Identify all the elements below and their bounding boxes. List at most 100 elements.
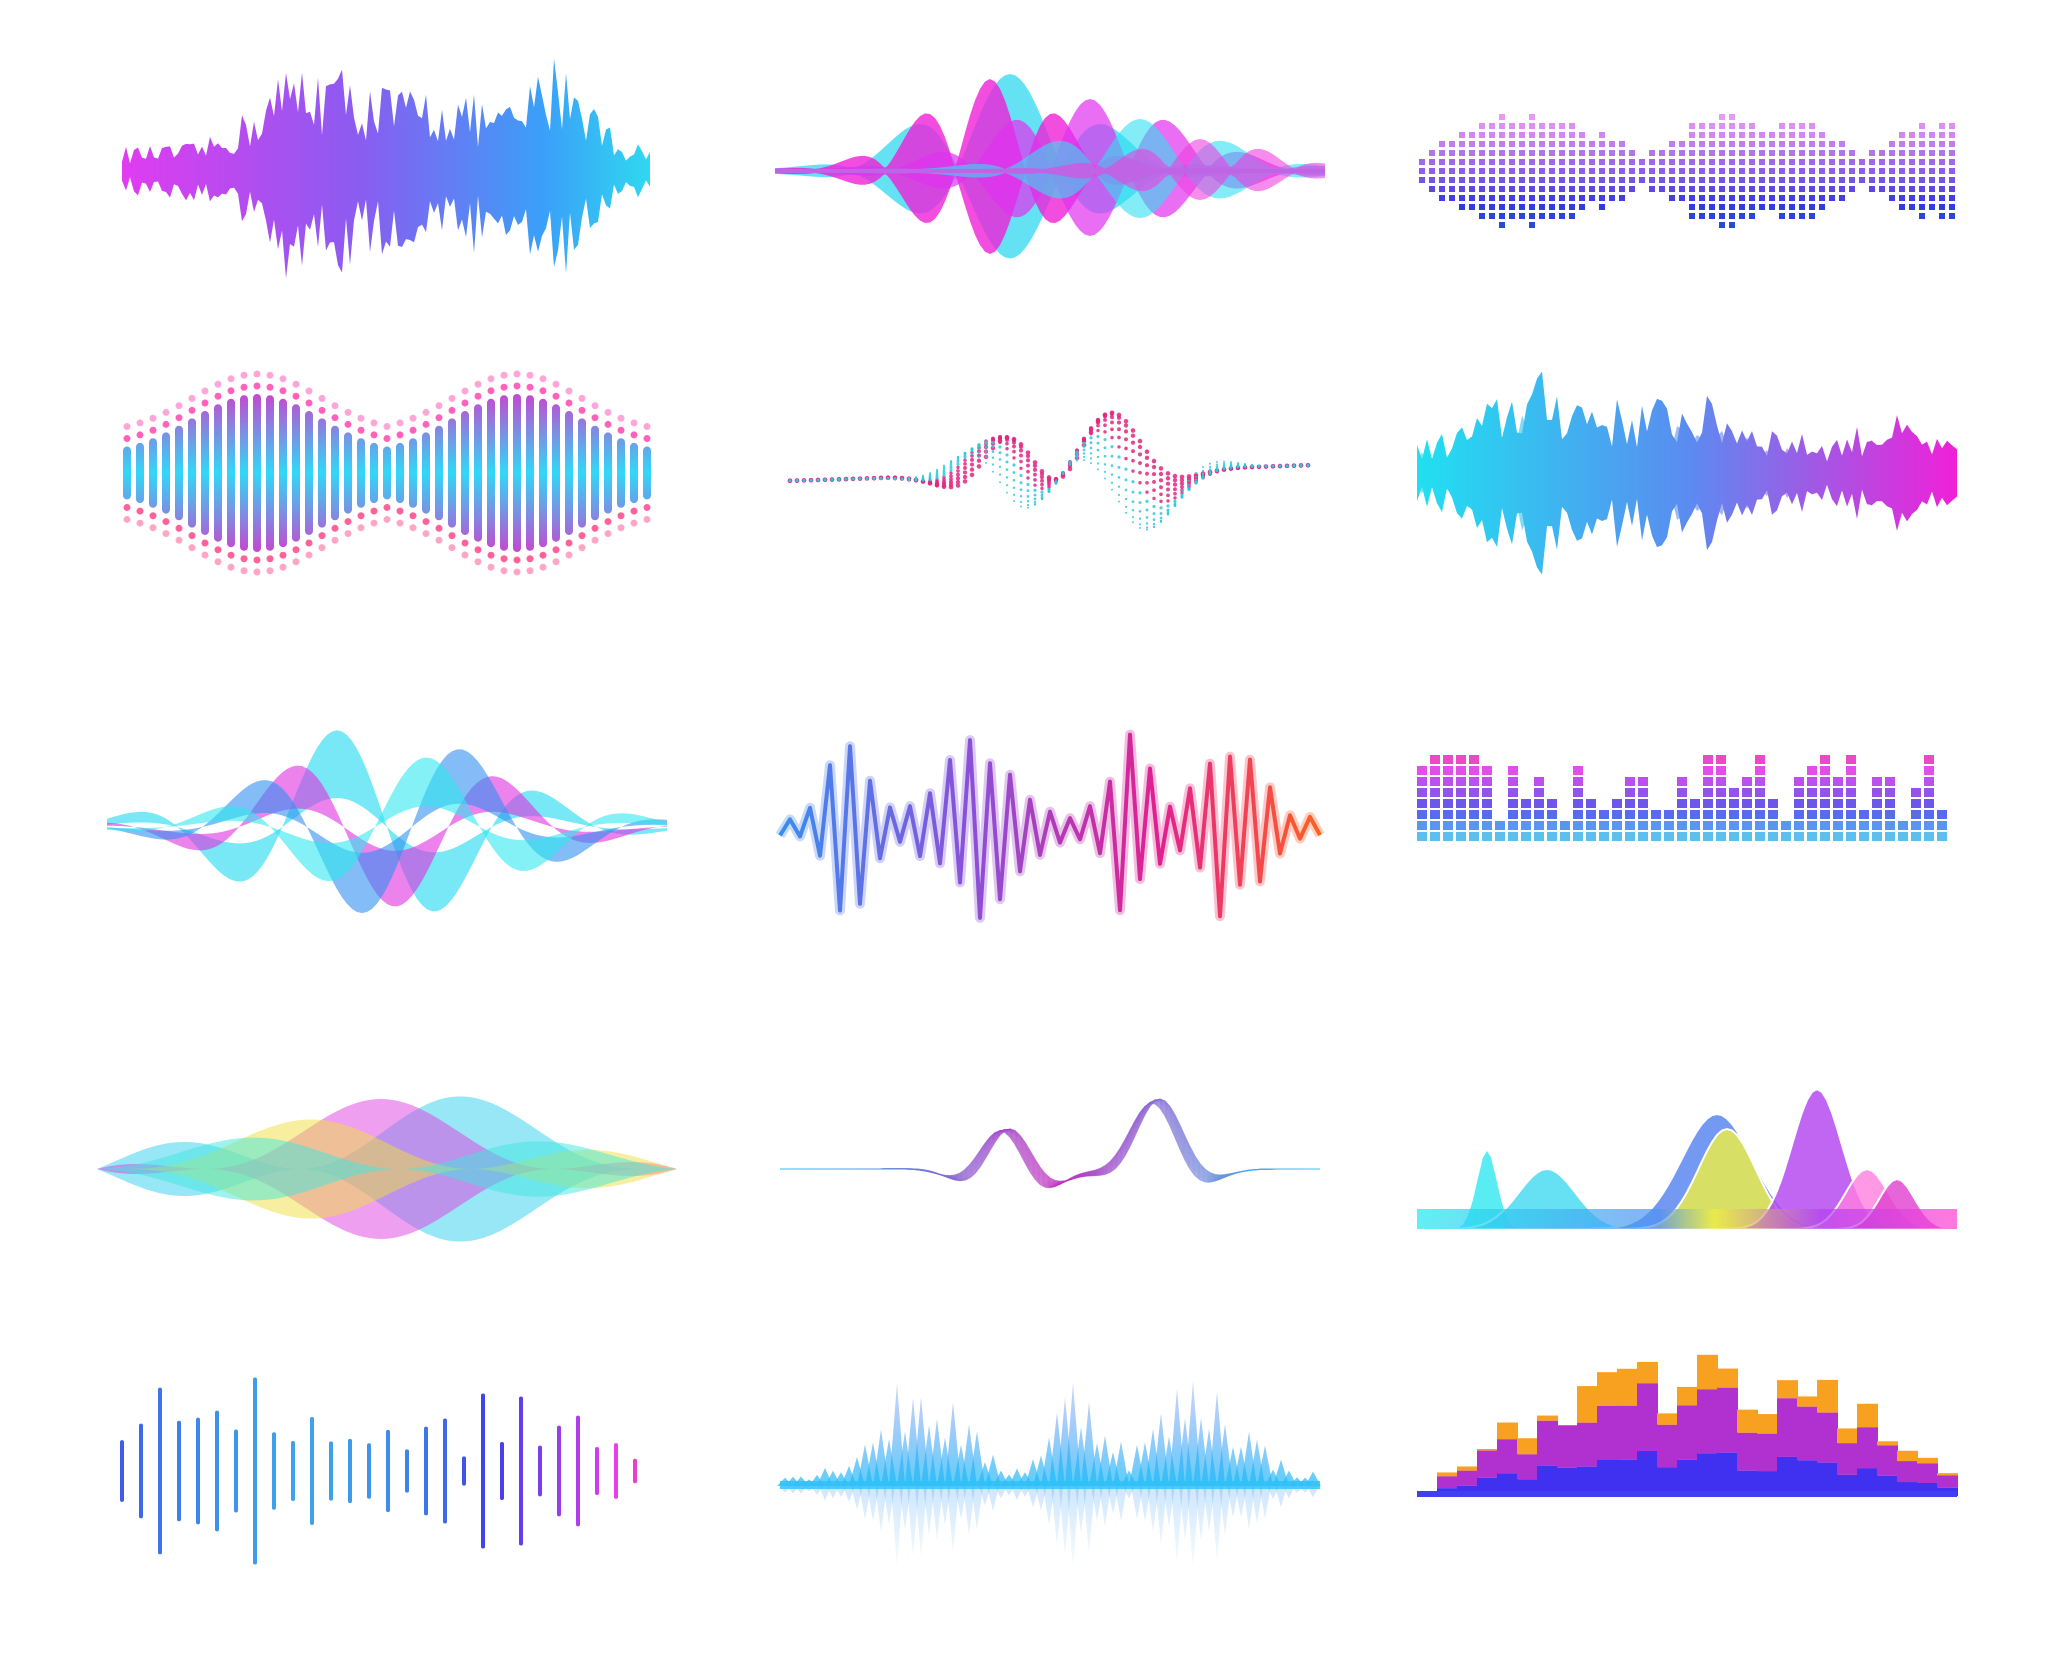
- eq-dot: [1909, 159, 1915, 165]
- particle: [1026, 482, 1030, 487]
- particle: [1026, 504, 1030, 507]
- eq-dot: [1779, 168, 1785, 174]
- eq-dot: [1749, 150, 1755, 156]
- eq-dot: [1789, 168, 1795, 174]
- eq-dot: [1919, 141, 1925, 147]
- eq-square: [1482, 832, 1492, 841]
- pill-dot: [448, 406, 456, 414]
- eq-dot: [1929, 204, 1935, 210]
- bar-blue: [1717, 1452, 1738, 1496]
- eq-dot: [1719, 132, 1725, 138]
- bar-blue: [1877, 1475, 1898, 1496]
- eq-dot: [1729, 195, 1735, 201]
- eq-dot: [1769, 159, 1775, 165]
- eq-dot: [1539, 141, 1545, 147]
- eq-dot: [1799, 168, 1805, 174]
- particle: [1152, 522, 1156, 526]
- spike-reflection: [1283, 1486, 1295, 1499]
- eq-square: [1430, 777, 1440, 786]
- eq-square: [1794, 821, 1804, 830]
- particle: [1180, 495, 1184, 498]
- eq-square: [1690, 810, 1700, 819]
- eq-dot: [1699, 195, 1705, 201]
- eq-square: [1703, 777, 1713, 786]
- eq-dot: [1949, 186, 1955, 192]
- eq-dot: [1509, 213, 1515, 219]
- spike-reflection: [987, 1486, 999, 1512]
- eq-dot: [1449, 159, 1455, 165]
- eq-dot: [1729, 132, 1735, 138]
- eq-square: [1638, 821, 1648, 830]
- eq-square: [1508, 788, 1518, 797]
- particle: [1215, 463, 1219, 466]
- eq-square: [1456, 832, 1466, 841]
- pill-dot: [643, 503, 651, 511]
- bar-blue: [1777, 1456, 1798, 1496]
- eq-dot: [1439, 186, 1445, 192]
- eq-dot: [1579, 141, 1585, 147]
- particle: [991, 456, 995, 459]
- spiky-wave: [122, 58, 650, 279]
- eq-square: [1859, 821, 1869, 830]
- eq-square: [1872, 788, 1882, 797]
- eq-dot: [1509, 159, 1515, 165]
- eq-square: [1820, 755, 1830, 764]
- particle: [1075, 456, 1079, 459]
- eq-dot: [1659, 150, 1665, 156]
- bar-purple: [1897, 1461, 1918, 1483]
- eq-square: [1456, 755, 1466, 764]
- particle: [976, 458, 982, 463]
- particle: [1132, 521, 1134, 524]
- particle: [1222, 462, 1226, 465]
- eq-dot: [1659, 168, 1665, 174]
- pill-dot: [448, 532, 456, 540]
- thin-wave: [779, 1099, 1321, 1185]
- eq-square: [1443, 799, 1453, 808]
- pill-dot: [240, 567, 248, 575]
- eq-dot: [1689, 150, 1695, 156]
- eq-dot: [1849, 186, 1855, 192]
- eq-square: [1482, 777, 1492, 786]
- pill-dot: [253, 370, 261, 378]
- eq-dot: [1799, 204, 1805, 210]
- eq-dot: [1539, 123, 1545, 129]
- eq-dot: [1789, 132, 1795, 138]
- eq-dot: [1919, 168, 1925, 174]
- pill-dot: [175, 414, 183, 422]
- eq-square: [1495, 821, 1505, 830]
- particle: [1194, 475, 1198, 478]
- particle: [963, 466, 967, 470]
- spike-reflection: [1259, 1486, 1271, 1519]
- thin-wave: [779, 1098, 1321, 1183]
- particle: [1272, 464, 1274, 467]
- spike-reflection: [1139, 1486, 1151, 1522]
- eq-dot: [1479, 195, 1485, 201]
- particle: [1075, 458, 1079, 461]
- particle: [1223, 460, 1225, 463]
- particle: [1019, 488, 1023, 492]
- particle: [1110, 454, 1114, 458]
- particle: [1117, 476, 1121, 479]
- particle: [1103, 417, 1107, 422]
- eq-square: [1690, 799, 1700, 808]
- spike-reflection: [1115, 1486, 1127, 1522]
- thin-wave: [779, 1098, 1321, 1183]
- eq-dot: [1769, 177, 1775, 183]
- particle: [1138, 470, 1142, 475]
- bar-purple: [1637, 1383, 1658, 1451]
- particle: [1145, 516, 1149, 519]
- eq-dot: [1809, 168, 1815, 174]
- thin-wave: [779, 1099, 1321, 1184]
- pill-dot: [552, 546, 560, 554]
- eq-square: [1872, 799, 1882, 808]
- particle: [1055, 479, 1057, 482]
- pill-dot: [474, 380, 482, 388]
- bar-purple: [1657, 1424, 1678, 1468]
- spike-reflection: [931, 1486, 943, 1540]
- eq-square: [1430, 832, 1440, 841]
- eq-square: [1768, 810, 1778, 819]
- eq-square: [1703, 766, 1713, 775]
- particle: [984, 442, 988, 446]
- particle: [998, 458, 1002, 461]
